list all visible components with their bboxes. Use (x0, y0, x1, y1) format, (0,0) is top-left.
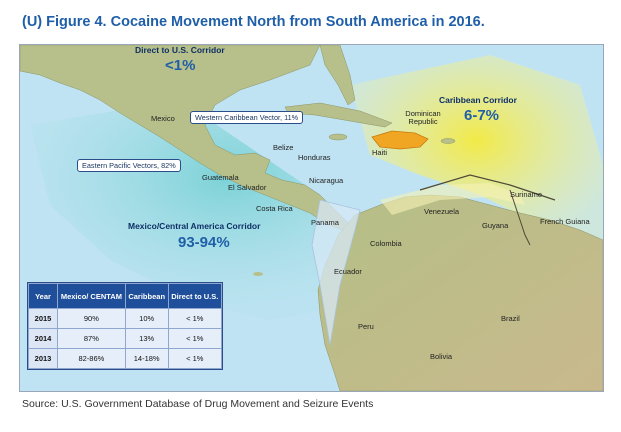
table-cell-direct: < 1% (167, 308, 223, 329)
landmass-florida (319, 45, 356, 106)
landmass-puerto-rico (440, 138, 456, 144)
table-cell-caribbean: 10% (124, 308, 169, 329)
table-header-caribbean: Caribbean (124, 283, 169, 309)
caribbean-vector-arrow (380, 183, 525, 215)
country-label-mexico: Mexico (151, 114, 175, 123)
caribbean-corridor-area (350, 55, 603, 245)
table-cell-caribbean: 14-18% (124, 348, 169, 369)
country-label-belize: Belize (273, 143, 294, 152)
mexico-corridor-area (30, 100, 390, 320)
country-label-peru: Peru (358, 322, 374, 331)
table-cell-mexico: 90% (57, 308, 126, 329)
mexico-corridor-title: Mexico/Central America Corridor (128, 221, 261, 231)
table-header-year: Year (28, 283, 58, 309)
movement-table: Year Mexico/ CENTAM Caribbean Direct to … (27, 282, 223, 370)
mexico-corridor-pct: 93-94% (178, 234, 230, 251)
table-header-mexico: Mexico/ CENTAM (57, 283, 126, 309)
table-cell-direct: < 1% (167, 348, 223, 369)
table-header-row: Year Mexico/ CENTAM Caribbean Direct to … (28, 283, 223, 309)
landmass-jamaica (328, 133, 348, 141)
table-cell-caribbean: 13% (124, 328, 169, 349)
table-cell-year: 2013 (28, 348, 58, 369)
border-line (509, 189, 531, 246)
country-label-nicaragua: Nicaragua (309, 176, 344, 185)
country-label-panama: Panama (311, 218, 339, 227)
western-caribbean-vector-label: Western Caribbean Vector, 11% (190, 111, 304, 125)
map: Direct to U.S. Corridor <1% Caribbean Co… (19, 44, 604, 392)
country-label-brazil: Brazil (501, 314, 520, 323)
direct-corridor-title: Direct to U.S. Corridor (135, 45, 225, 55)
map-graphic (20, 45, 603, 391)
table-row: 2015 90% 10% < 1% (28, 308, 223, 329)
country-label-haiti: Haiti (372, 148, 388, 157)
country-label-costa-rica: Costa Rica (256, 204, 293, 213)
country-label-guatemala: Guatemala (202, 173, 239, 182)
country-label-colombia: Colombia (370, 239, 402, 248)
country-label-bolivia: Bolivia (430, 352, 453, 361)
country-label-honduras: Honduras (298, 153, 331, 162)
figure-source: Source: U.S. Government Database of Drug… (22, 398, 374, 410)
figure-title: (U) Figure 4. Cocaine Movement North fro… (22, 14, 485, 30)
country-label-suriname: Suriname (510, 190, 543, 199)
table-cell-mexico: 82-86% (57, 348, 126, 369)
vector-line (419, 174, 556, 201)
country-label-dominican-republic: Dominican Republic (405, 109, 441, 127)
country-label-venezuela: Venezuela (424, 207, 460, 216)
galapagos-islands (253, 272, 263, 276)
country-label-ecuador: Ecuador (334, 267, 362, 276)
table-row: 2014 87% 13% < 1% (28, 328, 223, 349)
table-header-direct: Direct to U.S. (167, 283, 223, 309)
country-label-guyana: Guyana (482, 221, 509, 230)
eastern-pacific-vector-label: Eastern Pacific Vectors, 82% (77, 159, 181, 173)
direct-corridor-pct: <1% (165, 57, 196, 74)
table-cell-year: 2015 (28, 308, 58, 329)
caribbean-corridor-pct: 6-7% (464, 107, 500, 124)
table-cell-direct: < 1% (167, 328, 223, 349)
table-cell-year: 2014 (28, 328, 58, 349)
table-cell-mexico: 87% (57, 328, 126, 349)
pacific-vector-arrow (311, 199, 361, 346)
caribbean-corridor-title: Caribbean Corridor (439, 95, 517, 105)
table-row: 2013 82-86% 14-18% < 1% (28, 348, 223, 369)
landmass-hispaniola (371, 130, 429, 150)
country-label-french-guiana: French Guiana (540, 217, 590, 226)
country-label-el-salvador: El Salvador (228, 183, 267, 192)
